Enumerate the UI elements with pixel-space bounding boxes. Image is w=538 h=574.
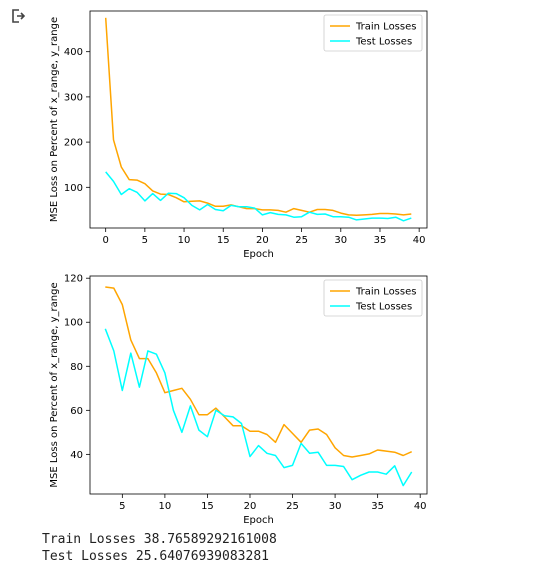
y-axis-label: MSE Loss on Percent of x_range, y_range — [49, 282, 60, 487]
x-tick-label: 0 — [102, 235, 108, 246]
y-tick-label: 200 — [64, 138, 83, 149]
x-tick-label: 40 — [413, 235, 426, 246]
series-line-test-losses — [105, 329, 411, 486]
legend-entry: Train Losses — [355, 287, 416, 298]
y-tick-label: 60 — [70, 406, 83, 417]
legend-entry: Test Losses — [355, 37, 412, 48]
x-tick-label: 35 — [374, 235, 387, 246]
x-tick-label: 5 — [119, 501, 125, 512]
y-tick-label: 400 — [64, 47, 83, 58]
stdout-test-losses: Test Losses 25.64076939083281 — [42, 549, 269, 564]
x-tick-label: 20 — [256, 235, 269, 246]
x-axis-label: Epoch — [243, 515, 274, 526]
legend-entry: Test Losses — [355, 302, 412, 313]
x-axis-label: Epoch — [243, 249, 274, 260]
x-tick-label: 30 — [329, 501, 342, 512]
x-tick-label: 5 — [142, 235, 148, 246]
x-tick-label: 25 — [286, 501, 299, 512]
y-tick-label: 120 — [64, 274, 83, 285]
x-tick-label: 15 — [217, 235, 230, 246]
y-tick-label: 80 — [70, 362, 83, 373]
x-tick-label: 40 — [414, 501, 427, 512]
y-tick-label: 100 — [64, 318, 83, 329]
x-tick-label: 15 — [201, 501, 214, 512]
x-tick-label: 35 — [371, 501, 384, 512]
y-axis-label: MSE Loss on Percent of x_range, y_range — [49, 17, 60, 222]
series-line-test-losses — [106, 172, 412, 221]
y-tick-label: 300 — [64, 92, 83, 103]
y-tick-label: 40 — [70, 450, 83, 461]
x-tick-label: 30 — [334, 235, 347, 246]
chart-2: 5 10 15 20 25 30 35 40 40 60 80 100 120 Epoch MSE Loss… — [0, 265, 538, 530]
x-tick-label: 10 — [178, 235, 191, 246]
legend-entry: Train Losses — [355, 22, 416, 33]
y-tick-label: 100 — [64, 183, 83, 194]
x-tick-label: 10 — [159, 501, 172, 512]
stdout-train-losses: Train Losses 38.76589292161008 — [42, 532, 277, 547]
chart-1: 0 5 10 15 20 25 30 35 40 100 200 300 400 Epoch MSE Los… — [0, 0, 538, 265]
x-tick-label: 20 — [244, 501, 257, 512]
x-tick-label: 25 — [295, 235, 308, 246]
